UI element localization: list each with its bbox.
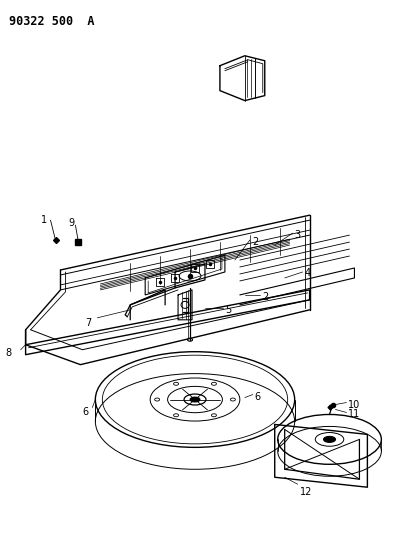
Text: 9: 9 [68,218,75,228]
Text: 2: 2 [262,292,268,302]
Text: 10: 10 [347,400,360,409]
Text: 5: 5 [225,305,231,315]
Ellipse shape [190,397,200,402]
Text: 7: 7 [85,318,92,328]
Text: 11: 11 [347,409,360,419]
Text: 2: 2 [252,237,258,247]
Ellipse shape [323,437,336,442]
Text: 4: 4 [305,268,311,278]
Text: 6: 6 [83,408,88,417]
Text: 90322 500  A: 90322 500 A [9,15,94,28]
Text: 12: 12 [299,487,312,497]
Text: 6: 6 [255,392,261,401]
Text: 8: 8 [6,348,12,358]
Text: 1: 1 [40,215,47,225]
Text: 3: 3 [295,230,301,240]
